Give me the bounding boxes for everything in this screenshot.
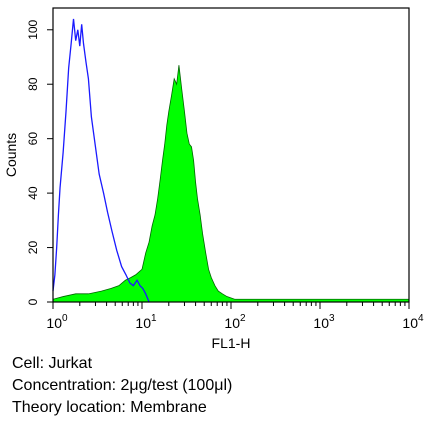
concentration-text: Concentration: 2μg/test (100μl) xyxy=(12,377,233,394)
caption-block: Cell: Jurkat Concentration: 2μg/test (10… xyxy=(12,353,232,419)
plot-frame xyxy=(52,7,410,303)
series-control-line xyxy=(52,18,150,303)
y-tick-label: 100 xyxy=(26,19,40,39)
tick-layer: 0 20 40 60 80 100 100 101 102 103 104 xyxy=(26,19,424,331)
y-tick-label: 80 xyxy=(26,77,40,91)
x-tick-label: 102 xyxy=(224,313,246,331)
series-stained-area xyxy=(52,65,410,303)
y-tick-label: 0 xyxy=(26,298,40,305)
y-axis-label: Counts xyxy=(3,133,19,177)
x-tick-label: 103 xyxy=(313,313,335,331)
y-tick-label: 40 xyxy=(26,186,40,200)
y-tick-label: 60 xyxy=(26,132,40,146)
x-tick-label: 104 xyxy=(402,313,424,331)
x-tick-label: 100 xyxy=(46,313,68,331)
x-axis-label: FL1-H xyxy=(212,335,251,350)
y-tick-label: 20 xyxy=(26,241,40,255)
series-layer xyxy=(52,18,410,303)
location-text: Theory location: Membrane xyxy=(12,399,207,416)
histogram-chart: 0 20 40 60 80 100 100 101 102 103 104 FL1-H Counts xyxy=(3,7,424,350)
cell-line-text: Cell: Jurkat xyxy=(12,355,93,372)
x-tick-label: 101 xyxy=(135,313,157,331)
